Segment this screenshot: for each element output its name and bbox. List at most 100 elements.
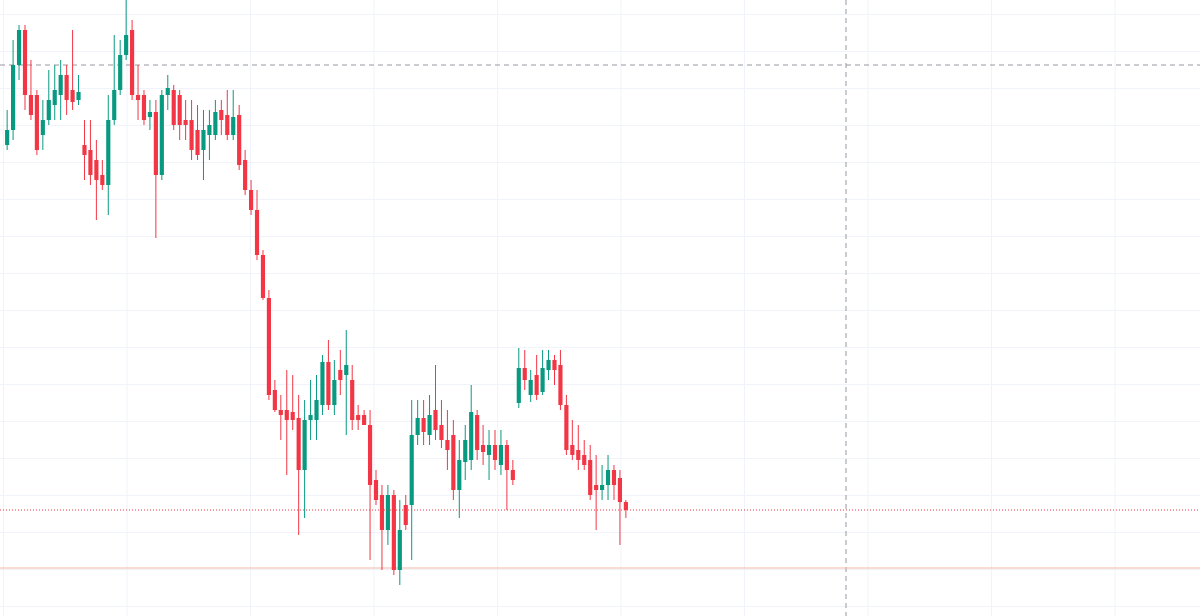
candle-body xyxy=(88,150,93,175)
candle-body xyxy=(118,55,123,90)
candle-body xyxy=(350,380,355,420)
candle-body xyxy=(552,360,557,370)
candle-body xyxy=(70,90,75,102)
candle-body xyxy=(338,370,343,380)
candle-body xyxy=(46,100,51,120)
candle-body xyxy=(588,460,593,495)
candle-body xyxy=(183,120,188,125)
candle-body xyxy=(504,445,509,470)
candle-body xyxy=(207,125,212,135)
candle-body xyxy=(135,95,141,100)
candle-body xyxy=(409,435,414,505)
candle-body xyxy=(451,435,456,490)
candle-body xyxy=(439,425,444,440)
candle-body xyxy=(153,112,158,175)
candle-body xyxy=(272,390,277,410)
candle-body xyxy=(582,455,587,465)
candle-body xyxy=(433,410,438,430)
candle-body xyxy=(486,445,492,455)
candle-body xyxy=(308,415,313,420)
candle-body xyxy=(498,445,504,465)
candle-body xyxy=(362,415,367,425)
candle-body xyxy=(528,380,533,395)
candle-body xyxy=(159,95,164,175)
candle-body xyxy=(356,415,361,420)
candle-body xyxy=(28,95,34,115)
candle-body xyxy=(594,485,599,490)
candle-body xyxy=(171,90,176,125)
candle-body xyxy=(11,65,16,130)
candle-body xyxy=(534,375,539,395)
candle-body xyxy=(332,380,337,405)
candle-body xyxy=(492,445,498,460)
candle-body xyxy=(326,362,331,405)
candle-body xyxy=(213,112,218,135)
candle-body xyxy=(124,35,129,55)
candle-body xyxy=(22,30,28,95)
candle-body xyxy=(76,92,81,100)
candle-body xyxy=(147,112,153,117)
candle-body xyxy=(469,412,474,460)
candle-body xyxy=(100,175,105,185)
candle-body xyxy=(415,418,420,435)
candle-body xyxy=(403,505,408,525)
candle-body xyxy=(475,415,480,450)
candle-body xyxy=(510,470,515,480)
candle-body xyxy=(141,95,147,120)
candle-body xyxy=(195,130,200,155)
candle-body xyxy=(5,130,10,145)
candle-body xyxy=(260,255,266,298)
candle-body xyxy=(189,120,194,150)
candle-body xyxy=(296,418,301,470)
candle-body xyxy=(611,470,617,485)
candle-body xyxy=(617,478,623,502)
candle-body xyxy=(302,420,307,470)
candle-body xyxy=(570,445,575,455)
candle-body xyxy=(546,360,551,370)
candle-body xyxy=(177,95,182,125)
candle-body xyxy=(367,425,373,485)
candle-body xyxy=(266,298,271,395)
candle-body xyxy=(463,440,468,462)
candle-body xyxy=(284,410,289,420)
candle-body xyxy=(129,30,135,95)
candle-body xyxy=(385,495,390,530)
candle-body xyxy=(278,410,283,415)
candle-body xyxy=(52,90,57,105)
candle-body xyxy=(605,470,611,485)
candle-body xyxy=(564,405,569,450)
candle-body xyxy=(165,88,170,95)
candle-body xyxy=(427,415,432,435)
candle-body xyxy=(82,145,87,155)
candle-body xyxy=(16,30,22,65)
candle-body xyxy=(445,440,450,450)
candle-body xyxy=(290,412,295,420)
candle-body xyxy=(558,365,563,405)
candle-body xyxy=(576,450,581,460)
candle-body xyxy=(248,190,254,210)
candle-body xyxy=(344,365,349,375)
candle-body xyxy=(64,75,69,100)
candle-body xyxy=(457,460,462,490)
candle-body xyxy=(58,75,63,95)
candle-body xyxy=(231,117,236,135)
candle-body xyxy=(481,445,486,452)
candle-body xyxy=(600,485,605,490)
candle-body xyxy=(112,90,117,120)
candle-body xyxy=(254,210,260,255)
candle-body xyxy=(94,160,99,180)
candle-body xyxy=(237,115,242,165)
candle-body xyxy=(516,368,521,403)
candle-body xyxy=(391,495,396,570)
candle-body xyxy=(34,95,39,150)
candle-body xyxy=(540,368,545,392)
candle-body xyxy=(379,495,385,530)
candle-body xyxy=(320,362,325,405)
candle-body xyxy=(40,120,45,135)
candle-body xyxy=(397,530,402,570)
candle-body xyxy=(373,480,379,500)
candle-body xyxy=(623,502,628,510)
candle-body xyxy=(225,115,230,135)
